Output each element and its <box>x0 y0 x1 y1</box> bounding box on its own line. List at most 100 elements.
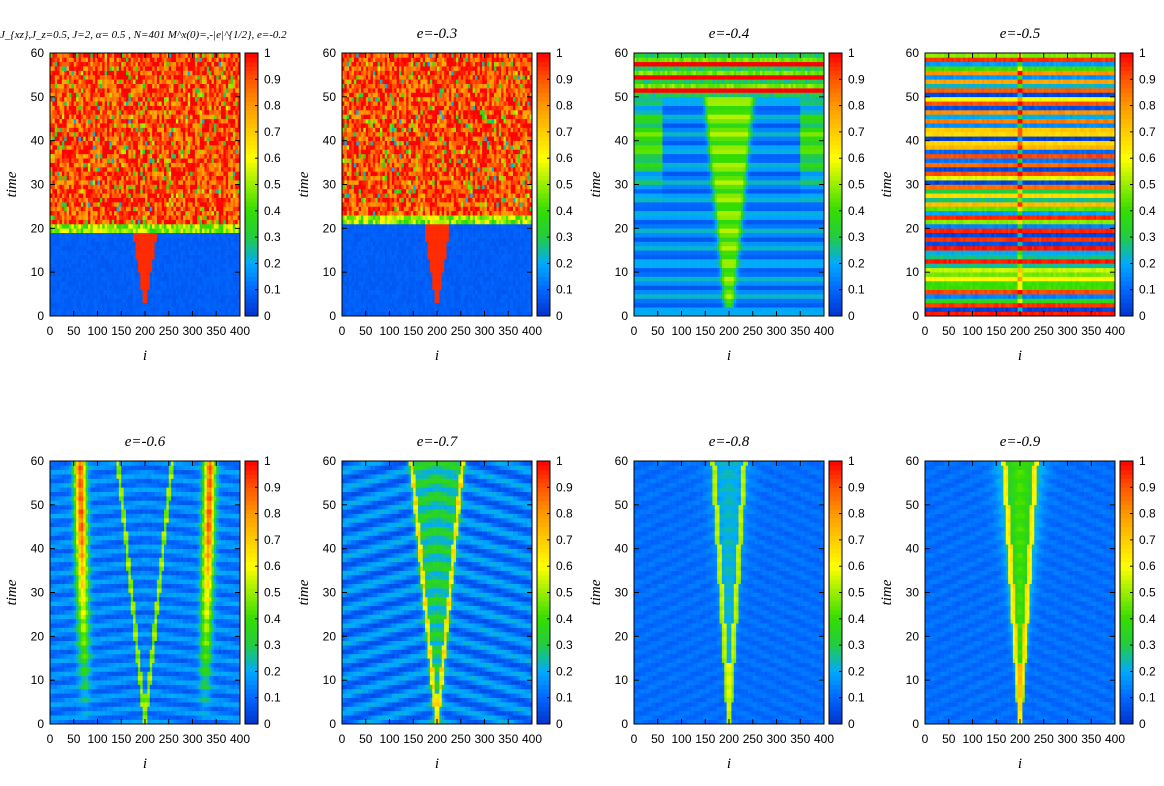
heatmap-cell <box>228 268 231 273</box>
heatmap-cell <box>76 307 79 312</box>
heatmap-cell <box>216 303 219 308</box>
heatmap-cell <box>64 263 67 268</box>
heatmap-cell <box>209 277 212 282</box>
heatmap-cell <box>95 259 98 264</box>
heatmap-cell <box>126 294 129 299</box>
heatmap-cell <box>147 303 150 308</box>
heatmap-cell <box>212 268 215 273</box>
heatmap-cell <box>100 290 103 295</box>
heatmap-cell <box>171 307 174 312</box>
heatmap-cell <box>114 294 117 299</box>
heatmap-cell <box>102 303 105 308</box>
heatmap-cell <box>71 263 74 268</box>
heatmap-cell <box>214 294 217 299</box>
heatmap-cell <box>216 298 219 303</box>
heatmap-cell <box>176 268 179 273</box>
heatmap-cell <box>231 298 234 303</box>
heatmap-cell <box>102 281 105 286</box>
heatmap-cell <box>131 272 134 277</box>
heatmap-cell <box>143 277 146 282</box>
heatmap-cell <box>221 307 224 312</box>
heatmap-cell <box>52 277 55 282</box>
heatmap-cell <box>95 272 98 277</box>
heatmap-cell <box>219 307 222 312</box>
heatmap-cell <box>195 290 198 295</box>
heatmap-cell <box>183 294 186 299</box>
heatmap-cell <box>79 268 82 273</box>
heatmap-cell <box>98 281 101 286</box>
heatmap-cell <box>64 298 67 303</box>
heatmap-cell <box>178 263 181 268</box>
heatmap-cell <box>98 272 101 277</box>
heatmap-cell <box>178 294 181 299</box>
heatmap-cell <box>176 307 179 312</box>
heatmap-cell <box>100 272 103 277</box>
heatmap-cell <box>200 285 203 290</box>
heatmap-cell <box>223 281 226 286</box>
heatmap-cell <box>93 303 96 308</box>
heatmap-cell <box>178 303 181 308</box>
heatmap-cell <box>155 294 158 299</box>
heatmap-cell <box>131 285 134 290</box>
heatmap-cell <box>60 272 63 277</box>
heatmap-cell <box>202 285 205 290</box>
heatmap-cell <box>147 290 150 295</box>
heatmap-cell <box>98 263 101 268</box>
heatmap-cell <box>152 263 155 268</box>
heatmap-cell <box>124 259 127 264</box>
heatmap-cell <box>216 272 219 277</box>
heatmap-cell <box>83 263 86 268</box>
heatmap-cell <box>109 263 112 268</box>
heatmap-cell <box>157 303 160 308</box>
heatmap-cell <box>117 303 120 308</box>
heatmap-cell <box>176 263 179 268</box>
heatmap-cell <box>114 272 117 277</box>
heatmap-cell <box>140 272 143 277</box>
heatmap-cell <box>83 298 86 303</box>
heatmap-cell <box>152 298 155 303</box>
heatmap-cell <box>207 294 210 299</box>
heatmap-cell <box>128 307 131 312</box>
heatmap-cell <box>164 298 167 303</box>
heatmap-cell <box>157 272 160 277</box>
heatmap-cell <box>62 285 65 290</box>
heatmap-cell <box>131 294 134 299</box>
heatmap-cell <box>76 277 79 282</box>
heatmap-cell <box>121 298 124 303</box>
heatmap-cell <box>109 281 112 286</box>
heatmap-cell <box>74 263 77 268</box>
heatmap-cell <box>145 277 148 282</box>
heatmap-cell <box>228 281 231 286</box>
heatmap-cell <box>121 294 124 299</box>
heatmap-cell <box>166 281 169 286</box>
heatmap-cell <box>214 285 217 290</box>
heatmap-cell <box>166 268 169 273</box>
heatmap-cell <box>88 307 91 312</box>
heatmap-cell <box>79 303 82 308</box>
heatmap-cell <box>185 285 188 290</box>
heatmap-cell <box>126 290 129 295</box>
heatmap-cell <box>231 263 234 268</box>
heatmap-cell <box>133 303 136 308</box>
heatmap-cell <box>95 290 98 295</box>
heatmap-cell <box>150 277 153 282</box>
heatmap-cell <box>204 303 207 308</box>
heatmap-cell <box>102 285 105 290</box>
heatmap-cell <box>226 290 229 295</box>
heatmap-cell <box>121 281 124 286</box>
heatmap-cell <box>152 294 155 299</box>
heatmap-cell <box>93 263 96 268</box>
heatmap-cell <box>121 268 124 273</box>
heatmap-cell <box>162 285 165 290</box>
heatmap-cell <box>202 277 205 282</box>
heatmap-cell <box>193 290 196 295</box>
heatmap-cell <box>233 285 236 290</box>
heatmap-cell <box>133 307 136 312</box>
heatmap-cell <box>117 294 120 299</box>
heatmap-cell <box>88 281 91 286</box>
heatmap-cell <box>81 298 84 303</box>
heatmap-cell <box>76 259 79 264</box>
heatmap-cell <box>150 285 153 290</box>
heatmap-cell <box>174 298 177 303</box>
heatmap-cell <box>200 263 203 268</box>
